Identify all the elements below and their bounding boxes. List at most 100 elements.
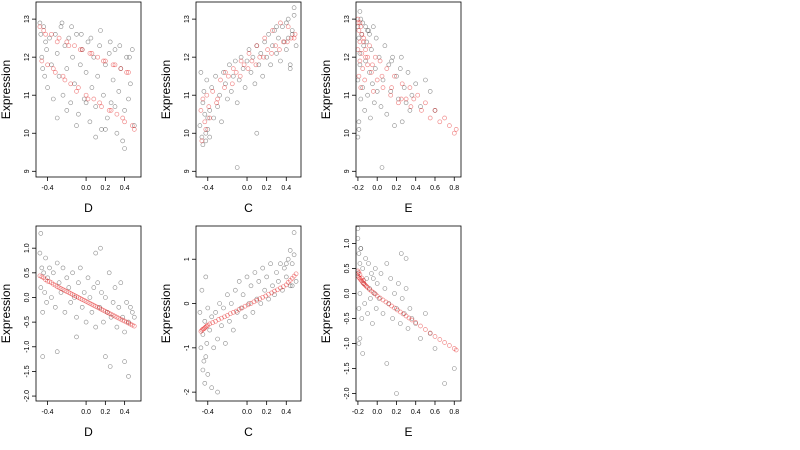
fitted-point [361,278,367,283]
fitted-point [363,283,368,288]
observed-point [209,85,214,90]
fitted-point [423,327,428,332]
fitted-point [245,66,251,71]
observed-point [357,336,363,341]
observed-point [427,89,433,94]
observed-point [54,349,60,355]
observed-point [365,28,370,33]
fitted-point [283,282,289,288]
observed-point [358,96,364,102]
y-tick-label: -1.0 [344,337,351,349]
x-axis-title: E [404,201,412,215]
observed-point [358,16,364,22]
observed-point [205,115,211,121]
fitted-point [374,77,380,83]
fitted-point [388,92,394,98]
observed-point [47,35,52,41]
y-tick-label: -0.5 [344,312,351,324]
observed-point [64,66,70,71]
observed-point [272,292,277,298]
observed-point [358,246,364,251]
observed-point [213,310,218,315]
observed-series [197,230,299,395]
fitted-point [108,311,114,317]
observed-point [409,92,415,98]
observed-point [254,296,260,302]
fitted-point [272,288,277,294]
fitted-point [383,299,389,305]
fitted-point [101,307,106,313]
observed-point [78,62,83,68]
scatter-panel-e-centered: -0.2 0.0 0.2 0.4 0.6 0.8 -2.0 -1.5 -1.0 -0.5 0.0 0.… [319,225,462,439]
fitted-point [236,306,242,312]
y-tick-label: 0.5 [24,268,31,278]
observed-point [74,334,79,340]
x-tick-label: 0.8 [449,185,459,192]
fitted-point [359,278,365,284]
observed-point [101,92,106,98]
observed-point [372,66,378,71]
observed-point [396,281,401,286]
observed-point [93,134,98,140]
observed-point [132,123,137,128]
fitted-point [357,272,363,277]
fitted-point [237,73,243,79]
fitted-series [37,24,137,132]
fitted-point [131,323,137,329]
observed-series [355,9,438,170]
observed-point [240,292,246,298]
observed-point [280,24,285,30]
observed-point [394,306,399,311]
fitted-point [372,54,378,60]
observed-point [85,39,91,45]
fitted-point [392,305,397,311]
fitted-point [278,285,283,291]
fitted-point [427,115,433,121]
observed-point [285,256,291,262]
observed-point [74,31,79,37]
observed-point [215,104,220,109]
fitted-point [278,20,283,26]
fitted-point [380,297,386,303]
observed-point [112,104,118,109]
observed-point [274,51,279,56]
observed-point [371,291,377,296]
observed-point [432,346,438,351]
fitted-point [81,298,87,303]
observed-point [45,275,50,281]
observed-point [52,304,58,310]
fitted-point [396,100,401,106]
observed-point [358,246,364,251]
x-tick-label: 0.2 [392,185,402,192]
observed-point [76,280,81,286]
x-tick-label: 0.0 [242,409,252,416]
observed-point [384,361,390,366]
observed-point [120,138,125,144]
observed-point [58,290,64,295]
observed-point [103,295,108,300]
observed-point [368,296,373,301]
observed-point [287,283,293,289]
fitted-point [395,307,400,313]
y-tick-label: 0.0 [24,293,31,303]
observed-point [373,306,379,311]
observed-point [233,287,238,293]
observed-point [240,66,246,71]
observed-point [413,81,419,87]
observed-point [423,311,428,316]
observed-point [42,73,48,79]
fitted-point [199,138,205,144]
observed-point [355,236,361,241]
observed-point [201,358,207,364]
fitted-point [280,284,286,290]
observed-point [423,77,428,83]
y-tick-label: 0 [184,301,191,305]
observed-point [248,283,254,289]
observed-point [93,104,98,109]
observed-point [384,261,390,266]
y-tick-label: 10 [184,129,191,137]
x-tick-label: -0.2 [352,185,364,192]
observed-point [246,47,252,52]
y-tick-label: 13 [24,15,31,23]
fitted-point [285,279,291,285]
